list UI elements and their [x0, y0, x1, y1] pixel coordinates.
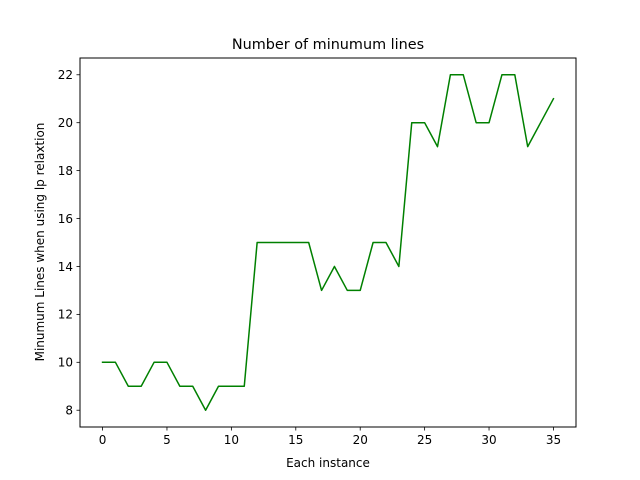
y-tick-label: 12: [58, 308, 73, 322]
x-tick-label: 0: [99, 433, 107, 447]
x-tick-label: 15: [288, 433, 303, 447]
y-tick-label: 16: [58, 212, 73, 226]
series-line: [101, 74, 555, 411]
x-axis-label: Each instance: [286, 456, 370, 470]
y-tick-label: 20: [58, 116, 73, 130]
x-tick-label: 20: [353, 433, 368, 447]
x-tick-label: 10: [224, 433, 239, 447]
axes-frame: [79, 57, 577, 428]
y-tick-label: 14: [58, 260, 73, 274]
y-axis-label: Minumum Lines when using lp relaxtion: [33, 123, 47, 362]
chart-title: Number of minumum lines: [232, 37, 424, 53]
x-tick-label: 30: [481, 433, 496, 447]
x-axis: 0 5 10 15 20 25 30 35: [99, 427, 561, 447]
x-tick-label: 25: [417, 433, 432, 447]
y-tick-label: 18: [58, 164, 73, 178]
y-tick-label: 22: [58, 68, 73, 82]
x-tick-label: 35: [546, 433, 561, 447]
x-tick-label: 5: [163, 433, 171, 447]
y-tick-label: 10: [58, 356, 73, 370]
y-axis: 8 10 12 14 16 18 20 22: [58, 68, 80, 418]
y-tick-label: 8: [65, 404, 73, 418]
plot-area: [101, 74, 555, 411]
